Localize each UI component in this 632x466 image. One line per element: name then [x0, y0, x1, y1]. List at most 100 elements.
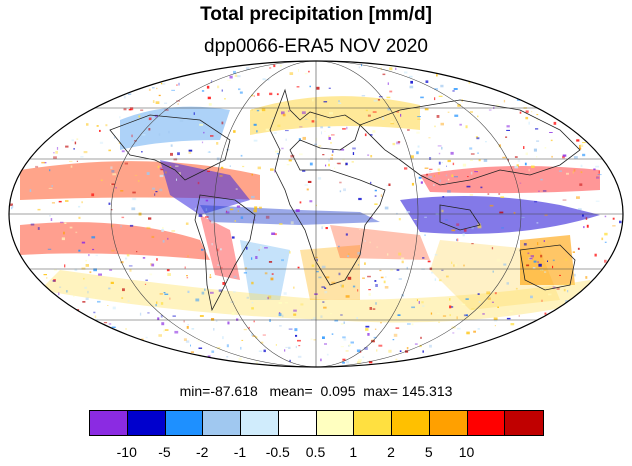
- precip-speckle: [506, 317, 511, 320]
- precip-speckle: [313, 339, 316, 341]
- precip-speckle: [69, 226, 73, 229]
- precip-speckle: [125, 257, 128, 260]
- precip-speckle: [526, 264, 530, 267]
- precip-speckle: [473, 330, 476, 333]
- precip-speckle: [532, 267, 536, 269]
- precip-speckle: [374, 189, 377, 192]
- precip-speckle: [471, 308, 475, 310]
- precip-speckle: [126, 254, 130, 257]
- precip-speckle: [76, 138, 79, 140]
- precip-speckle: [100, 179, 103, 181]
- precip-speckle: [240, 216, 244, 219]
- precip-speckle: [331, 281, 336, 285]
- precip-speckle: [345, 295, 350, 298]
- precip-speckle: [492, 270, 494, 273]
- precip-speckle: [289, 359, 291, 363]
- precip-speckle: [325, 164, 327, 167]
- precip-speckle: [175, 165, 179, 167]
- precip-speckle: [477, 223, 481, 227]
- precip-speckle: [395, 327, 400, 329]
- precip-speckle: [163, 173, 166, 176]
- precip-speckle: [131, 207, 136, 211]
- precip-speckle: [279, 64, 282, 67]
- precip-speckle: [422, 257, 425, 259]
- precip-speckle: [142, 257, 146, 259]
- precip-speckle: [377, 99, 380, 101]
- precip-speckle: [488, 109, 492, 111]
- precip-speckle: [387, 108, 391, 111]
- precip-speckle: [159, 167, 163, 170]
- precip-speckle: [454, 176, 458, 178]
- precip-speckle: [580, 171, 583, 174]
- precip-speckle: [85, 259, 87, 262]
- precip-speckle: [121, 297, 124, 299]
- precip-speckle: [461, 303, 466, 305]
- precip-speckle: [211, 243, 213, 246]
- precip-speckle: [197, 339, 200, 342]
- precip-speckle: [470, 153, 475, 155]
- stat-min-label: min=: [179, 383, 211, 399]
- precip-speckle: [87, 290, 89, 294]
- precip-speckle: [417, 116, 421, 118]
- precip-speckle: [579, 183, 583, 186]
- precip-speckle: [63, 231, 65, 235]
- precip-speckle: [576, 139, 580, 142]
- precip-speckle: [304, 184, 308, 186]
- precip-speckle: [204, 288, 206, 291]
- precip-speckle: [80, 156, 84, 158]
- precip-speckle: [395, 67, 397, 70]
- precip-speckle: [281, 147, 284, 150]
- precip-speckle: [334, 319, 339, 322]
- precip-speckle: [209, 276, 212, 279]
- precip-speckle: [387, 82, 389, 85]
- precip-speckle: [337, 162, 341, 165]
- precip-speckle: [264, 272, 268, 275]
- colorbar-cell: [429, 411, 468, 435]
- precip-speckle: [207, 355, 211, 358]
- precip-speckle: [277, 124, 281, 127]
- precip-speckle: [164, 329, 169, 331]
- precip-speckle: [258, 350, 263, 352]
- precip-speckle: [253, 139, 258, 142]
- precip-speckle: [141, 151, 143, 153]
- precip-speckle: [385, 276, 387, 279]
- precip-speckle: [64, 264, 66, 268]
- precip-speckle: [186, 277, 189, 279]
- precip-speckle: [121, 216, 125, 219]
- colorbar-cell: [90, 411, 128, 435]
- precip-speckle: [52, 280, 56, 282]
- precip-speckle: [266, 79, 270, 81]
- precip-speckle: [407, 129, 410, 131]
- precip-speckle: [269, 92, 273, 96]
- precip-speckle: [231, 312, 235, 316]
- precip-speckle: [552, 259, 555, 262]
- precip-speckle: [533, 260, 537, 263]
- precip-speckle: [428, 137, 431, 139]
- precip-speckle: [187, 290, 190, 293]
- precip-speckle: [160, 314, 163, 318]
- precip-speckle: [438, 321, 440, 323]
- precip-speckle: [233, 70, 236, 74]
- precip-speckle: [462, 163, 467, 167]
- precip-speckle: [469, 194, 474, 196]
- precip-speckle: [229, 208, 234, 211]
- precip-speckle: [255, 336, 258, 339]
- precip-speckle: [278, 313, 282, 317]
- precip-speckle: [453, 88, 458, 90]
- precip-speckle: [151, 263, 155, 267]
- precip-speckle: [91, 193, 95, 197]
- precip-speckle: [342, 336, 346, 339]
- precip-speckle: [297, 355, 302, 358]
- precip-speckle: [596, 176, 599, 178]
- precip-speckle: [404, 71, 408, 74]
- precip-speckle: [456, 239, 457, 241]
- precip-speckle: [269, 319, 271, 322]
- precip-speckle: [160, 169, 164, 171]
- precip-speckle: [185, 340, 190, 343]
- precip-speckle: [440, 84, 444, 88]
- precip-speckle: [58, 292, 60, 296]
- precip-speckle: [438, 161, 441, 165]
- precip-speckle: [251, 307, 254, 310]
- precip-speckle: [320, 126, 323, 129]
- precip-speckle: [209, 291, 214, 294]
